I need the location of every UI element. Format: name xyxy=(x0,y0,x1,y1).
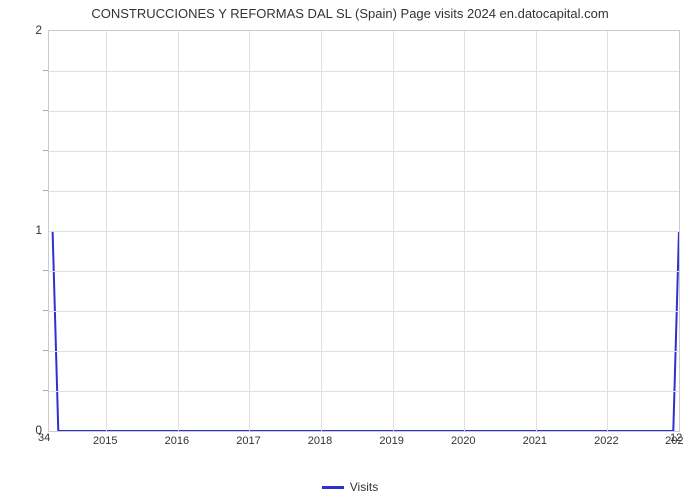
legend-swatch xyxy=(322,486,344,489)
grid-v xyxy=(106,31,107,431)
grid-v xyxy=(464,31,465,431)
grid-h-minor xyxy=(49,151,679,152)
grid-h-minor xyxy=(49,351,679,352)
grid-v xyxy=(607,31,608,431)
grid-v xyxy=(393,31,394,431)
grid-v xyxy=(249,31,250,431)
ytick-minor xyxy=(43,150,48,151)
legend-label: Visits xyxy=(350,480,378,494)
xtick-label: 202 xyxy=(665,435,683,447)
xtick-label: 2018 xyxy=(308,435,332,447)
ytick-label: 1 xyxy=(12,223,42,237)
ytick-minor xyxy=(43,270,48,271)
grid-v xyxy=(178,31,179,431)
grid-h-minor xyxy=(49,271,679,272)
xtick-label: 2022 xyxy=(594,435,618,447)
xtick-label: 2019 xyxy=(379,435,403,447)
ytick-minor xyxy=(43,70,48,71)
grid-v xyxy=(536,31,537,431)
ytick-minor xyxy=(43,350,48,351)
xtick-label: 2020 xyxy=(451,435,475,447)
ytick-label: 2 xyxy=(12,23,42,37)
grid-h-minor xyxy=(49,191,679,192)
ytick-minor xyxy=(43,190,48,191)
chart-title: CONSTRUCCIONES Y REFORMAS DAL SL (Spain)… xyxy=(0,6,700,21)
ytick-minor xyxy=(43,390,48,391)
grid-h-minor xyxy=(49,391,679,392)
xtick-label: 2015 xyxy=(93,435,117,447)
grid-h-minor xyxy=(49,111,679,112)
xtick-label: 2017 xyxy=(236,435,260,447)
xtick-label: 2016 xyxy=(165,435,189,447)
grid-h xyxy=(49,231,679,232)
grid-v xyxy=(321,31,322,431)
grid-h-minor xyxy=(49,311,679,312)
ytick-label: 0 xyxy=(12,423,42,437)
legend: Visits xyxy=(0,480,700,494)
xtick-label: 2021 xyxy=(523,435,547,447)
ytick-minor xyxy=(43,310,48,311)
ytick-minor xyxy=(43,110,48,111)
plot-area xyxy=(48,30,680,432)
grid-h-minor xyxy=(49,71,679,72)
